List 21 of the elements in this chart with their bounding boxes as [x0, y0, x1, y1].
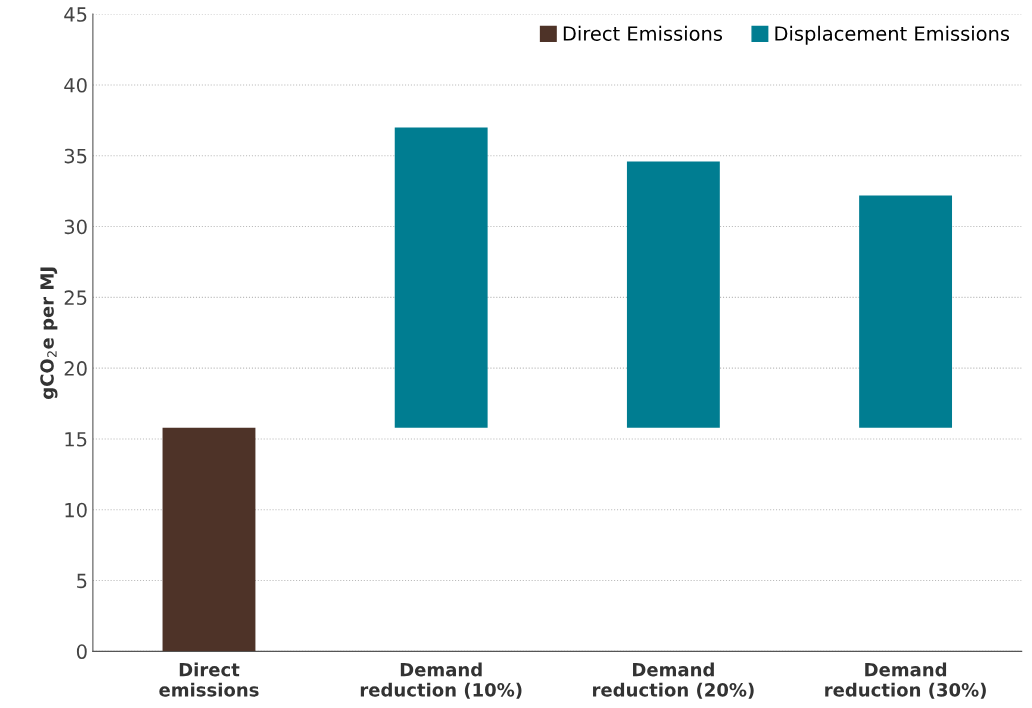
bar	[162, 427, 256, 652]
bar	[859, 195, 953, 428]
bar	[394, 127, 488, 428]
y-tick-label: 20	[64, 361, 87, 376]
x-tick-label: Direct emissions	[159, 662, 259, 697]
y-tick-label: 30	[64, 219, 87, 235]
legend-label: Direct Emissions	[563, 25, 723, 41]
x-tick-label: Demand reduction (30%)	[825, 662, 986, 699]
y-tick-label: 25	[64, 290, 87, 306]
x-tick-label: Demand reduction (20%)	[593, 662, 754, 699]
y-tick-label: 5	[77, 573, 87, 589]
legend-label: Displacement Emissions	[775, 25, 1010, 45]
y-tick-label: 35	[64, 148, 87, 164]
bar	[626, 161, 720, 428]
y-tick-label: 40	[64, 77, 87, 93]
y-tick-label: 15	[65, 432, 87, 447]
y-axis-title: gCO$_{2}$e per MJ	[40, 267, 58, 399]
x-tick-label: Demand reduction (10%)	[360, 662, 522, 699]
y-tick-label: 45	[64, 7, 87, 22]
y-tick-label: 10	[65, 502, 87, 518]
y-tick-label: 0	[76, 644, 87, 660]
